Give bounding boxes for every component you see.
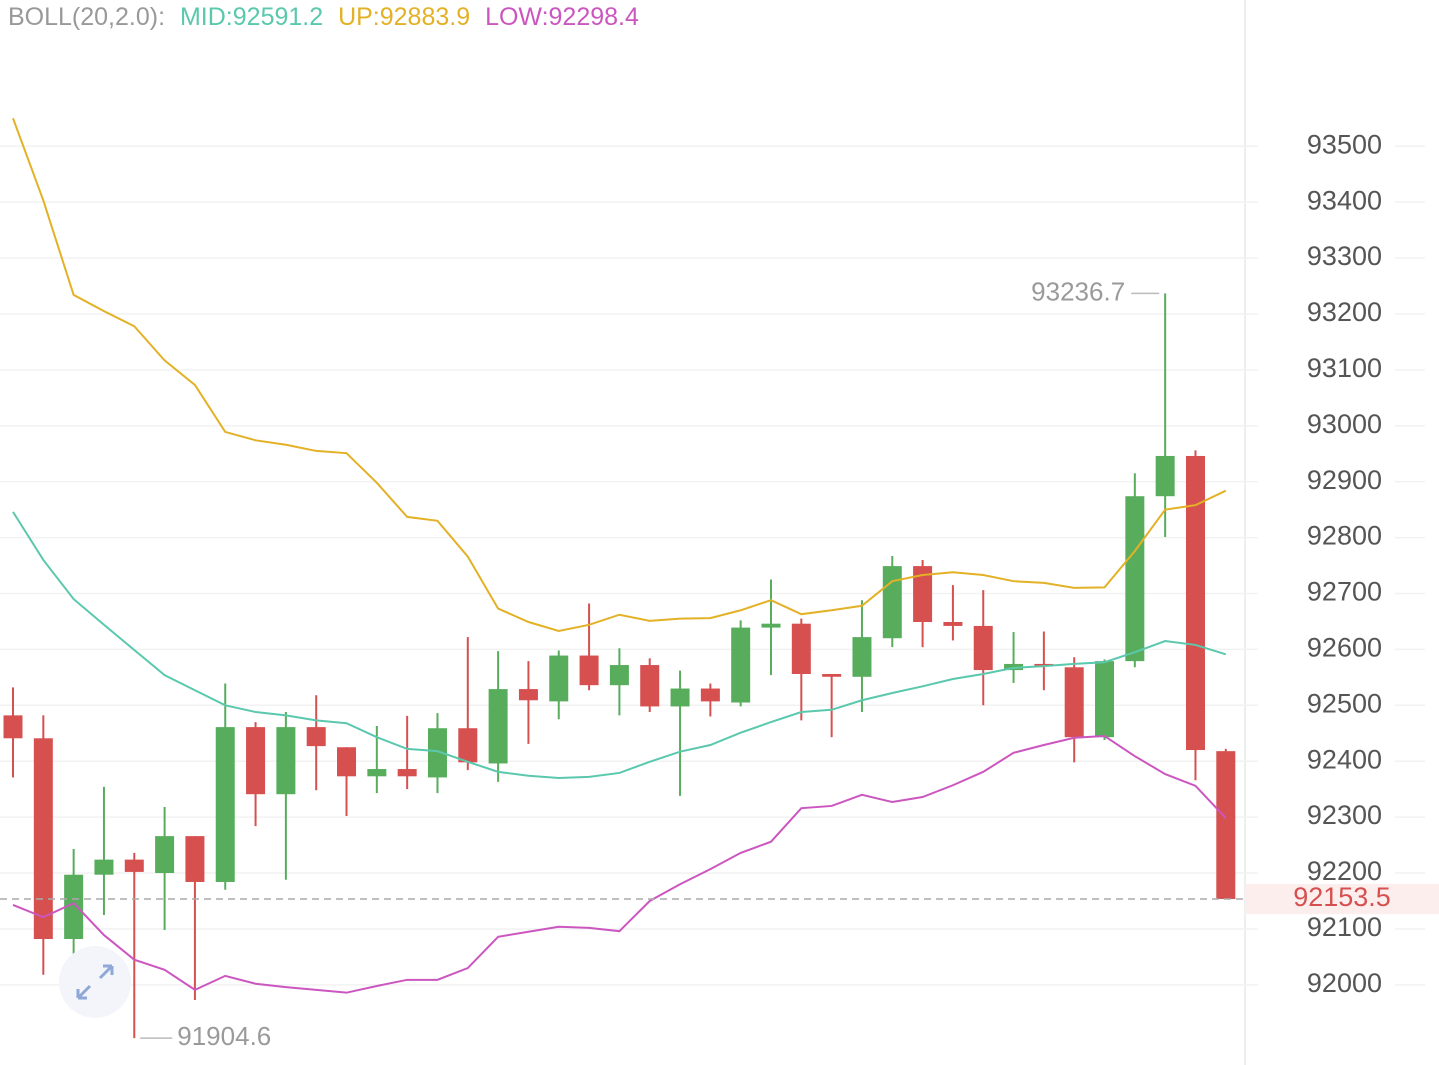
candle-body <box>246 727 266 795</box>
candle-body <box>791 623 811 674</box>
plot <box>3 117 1236 1039</box>
collapse-icon <box>76 964 114 1000</box>
candle-body <box>700 688 720 702</box>
candle-body <box>609 665 629 686</box>
candle-body <box>337 747 357 777</box>
last-price-label: 92153.5 <box>1293 882 1391 912</box>
y-tick-label: 92400 <box>1307 744 1382 774</box>
candle-body <box>367 769 387 777</box>
y-tick-label: 92900 <box>1307 465 1382 495</box>
candle-body <box>94 859 114 875</box>
legend: BOLL(20,2.0): MID:92591.2 UP:92883.9 LOW… <box>8 3 639 31</box>
y-tick-label: 93000 <box>1307 409 1382 439</box>
band-line <box>12 735 1227 994</box>
candle-body <box>33 738 53 940</box>
y-tick-label: 92600 <box>1307 633 1382 663</box>
candle-body <box>124 859 144 872</box>
candle-body <box>670 688 690 707</box>
y-tick-label: 93100 <box>1307 353 1382 383</box>
legend-entry: LOW:92298.4 <box>485 3 639 31</box>
y-tick-label: 93400 <box>1307 185 1382 215</box>
candle-body <box>1095 661 1115 738</box>
candle-body <box>822 673 842 677</box>
candle-body <box>549 655 569 702</box>
candle-body <box>579 655 599 686</box>
y-tick-label: 92200 <box>1307 856 1382 886</box>
candle-body <box>427 728 447 778</box>
candle-body <box>882 566 902 639</box>
candle-body <box>640 665 660 707</box>
indicator-label: BOLL(20,2.0): <box>8 3 165 31</box>
candle-body <box>215 727 235 882</box>
grid <box>0 145 1425 986</box>
candle-body <box>761 623 781 628</box>
candle-body <box>155 836 175 874</box>
candle-body <box>1125 496 1145 662</box>
y-tick-label: 92500 <box>1307 688 1382 718</box>
band-line <box>12 117 1227 632</box>
candle-body <box>973 625 993 671</box>
candle-body <box>913 566 933 623</box>
candle-body <box>518 689 538 701</box>
candle-body <box>731 627 751 703</box>
candle-body <box>488 689 508 764</box>
y-tick-label: 92800 <box>1307 521 1382 551</box>
candle-body <box>1064 667 1084 738</box>
candle-body <box>852 637 872 677</box>
candle-body <box>1216 751 1236 900</box>
y-tick-label: 92700 <box>1307 577 1382 607</box>
candle-body <box>276 727 296 795</box>
candle-body <box>1155 455 1175 497</box>
candle-body <box>185 836 205 882</box>
legend-entry: UP:92883.9 <box>338 3 470 31</box>
y-tick-label: 93500 <box>1307 129 1382 159</box>
candle-body <box>458 728 478 763</box>
min-label: 91904.6 <box>177 1021 271 1051</box>
candle-body <box>1034 663 1054 666</box>
last-price-box <box>1245 884 1439 915</box>
candle-body <box>3 715 23 739</box>
collapse-button[interactable] <box>59 946 131 1018</box>
candle-body <box>397 769 417 777</box>
candle-body <box>64 874 84 940</box>
y-tick-label: 92100 <box>1307 912 1382 942</box>
candle-body <box>1185 455 1205 751</box>
y-tick-label: 93300 <box>1307 241 1382 271</box>
y-tick-label: 92000 <box>1307 968 1382 998</box>
candle-body <box>943 622 963 626</box>
y-tick-label: 92300 <box>1307 800 1382 830</box>
max-label: 93236.7 <box>1031 276 1125 306</box>
legend-entry: MID:92591.2 <box>180 3 323 31</box>
band-line <box>12 511 1227 779</box>
y-tick-label: 93200 <box>1307 297 1382 327</box>
candle-body <box>306 727 326 747</box>
